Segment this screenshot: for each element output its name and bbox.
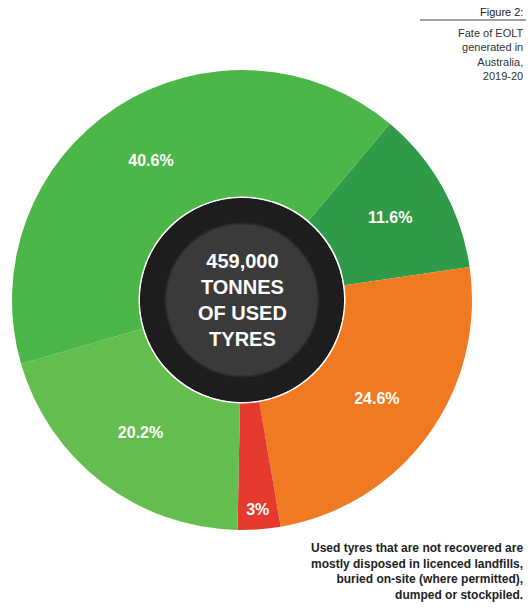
svg-text:Figure 2:: Figure 2:: [480, 6, 523, 18]
svg-text:11.6%: 11.6%: [368, 209, 412, 226]
svg-text:459,000TONNESOF USEDTYRES: 459,000TONNESOF USEDTYRES: [198, 250, 287, 350]
svg-text:20.2%: 20.2%: [118, 424, 163, 441]
svg-text:40.6%: 40.6%: [128, 152, 173, 169]
svg-text:3%: 3%: [246, 501, 269, 518]
svg-text:Used tyres that are not recove: Used tyres that are not recovered aremos…: [311, 541, 523, 602]
svg-text:24.6%: 24.6%: [354, 390, 399, 407]
svg-text:Fate of EOLTgenerated inAustra: Fate of EOLTgenerated inAustralia,2019-2…: [458, 27, 523, 82]
